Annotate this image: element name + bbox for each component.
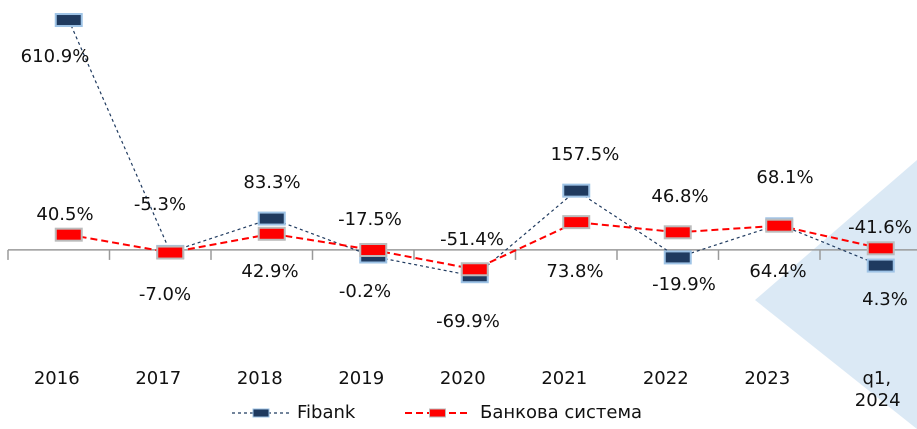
legend-marker	[252, 408, 270, 418]
x-tick-label: 2022	[642, 368, 689, 389]
point-marker	[663, 225, 692, 240]
data-label: 4.3%	[862, 289, 908, 310]
x-tick-label: 2016	[33, 368, 80, 389]
x-tick-label: q1, 2024	[854, 368, 901, 411]
data-label: -19.9%	[652, 274, 716, 295]
data-label: 73.8%	[546, 261, 603, 282]
x-tick-label: 2021	[541, 368, 588, 389]
data-label: -41.6%	[848, 217, 912, 238]
point-marker	[54, 227, 83, 242]
point-marker	[460, 262, 489, 277]
point-marker	[156, 245, 185, 260]
legend-label: Банкова система	[480, 402, 642, 423]
data-label: -51.4%	[440, 229, 504, 250]
x-tick-label: 2019	[338, 368, 385, 389]
point-marker	[257, 226, 286, 241]
point-marker	[562, 215, 591, 230]
x-tick-label: 2017	[135, 368, 182, 389]
x-tick-label: 2020	[439, 368, 486, 389]
data-label: 42.9%	[241, 261, 298, 282]
legend-label: Fibank	[297, 402, 356, 423]
data-label: 83.3%	[243, 172, 300, 193]
point-marker	[562, 183, 591, 198]
data-label: 157.5%	[551, 144, 620, 165]
data-label: 40.5%	[36, 204, 93, 225]
data-label: 610.9%	[21, 46, 90, 67]
decoration	[755, 160, 917, 429]
point-marker	[54, 13, 83, 28]
data-label: -7.0%	[139, 284, 191, 305]
data-label: -69.9%	[436, 311, 500, 332]
data-label: 68.1%	[756, 167, 813, 188]
data-label: -0.2%	[339, 281, 391, 302]
point-marker	[663, 250, 692, 265]
point-marker	[359, 242, 388, 257]
legend-marker	[429, 408, 446, 418]
point-marker	[866, 241, 895, 256]
point-marker	[257, 211, 286, 226]
point-marker	[866, 258, 895, 273]
data-label: -5.3%	[134, 194, 186, 215]
x-tick-label: 2018	[236, 368, 283, 389]
x-tick-label: 2023	[744, 368, 791, 389]
point-marker	[765, 218, 794, 233]
data-label: 64.4%	[749, 261, 806, 282]
data-label: 46.8%	[651, 186, 708, 207]
data-label: -17.5%	[338, 209, 402, 230]
